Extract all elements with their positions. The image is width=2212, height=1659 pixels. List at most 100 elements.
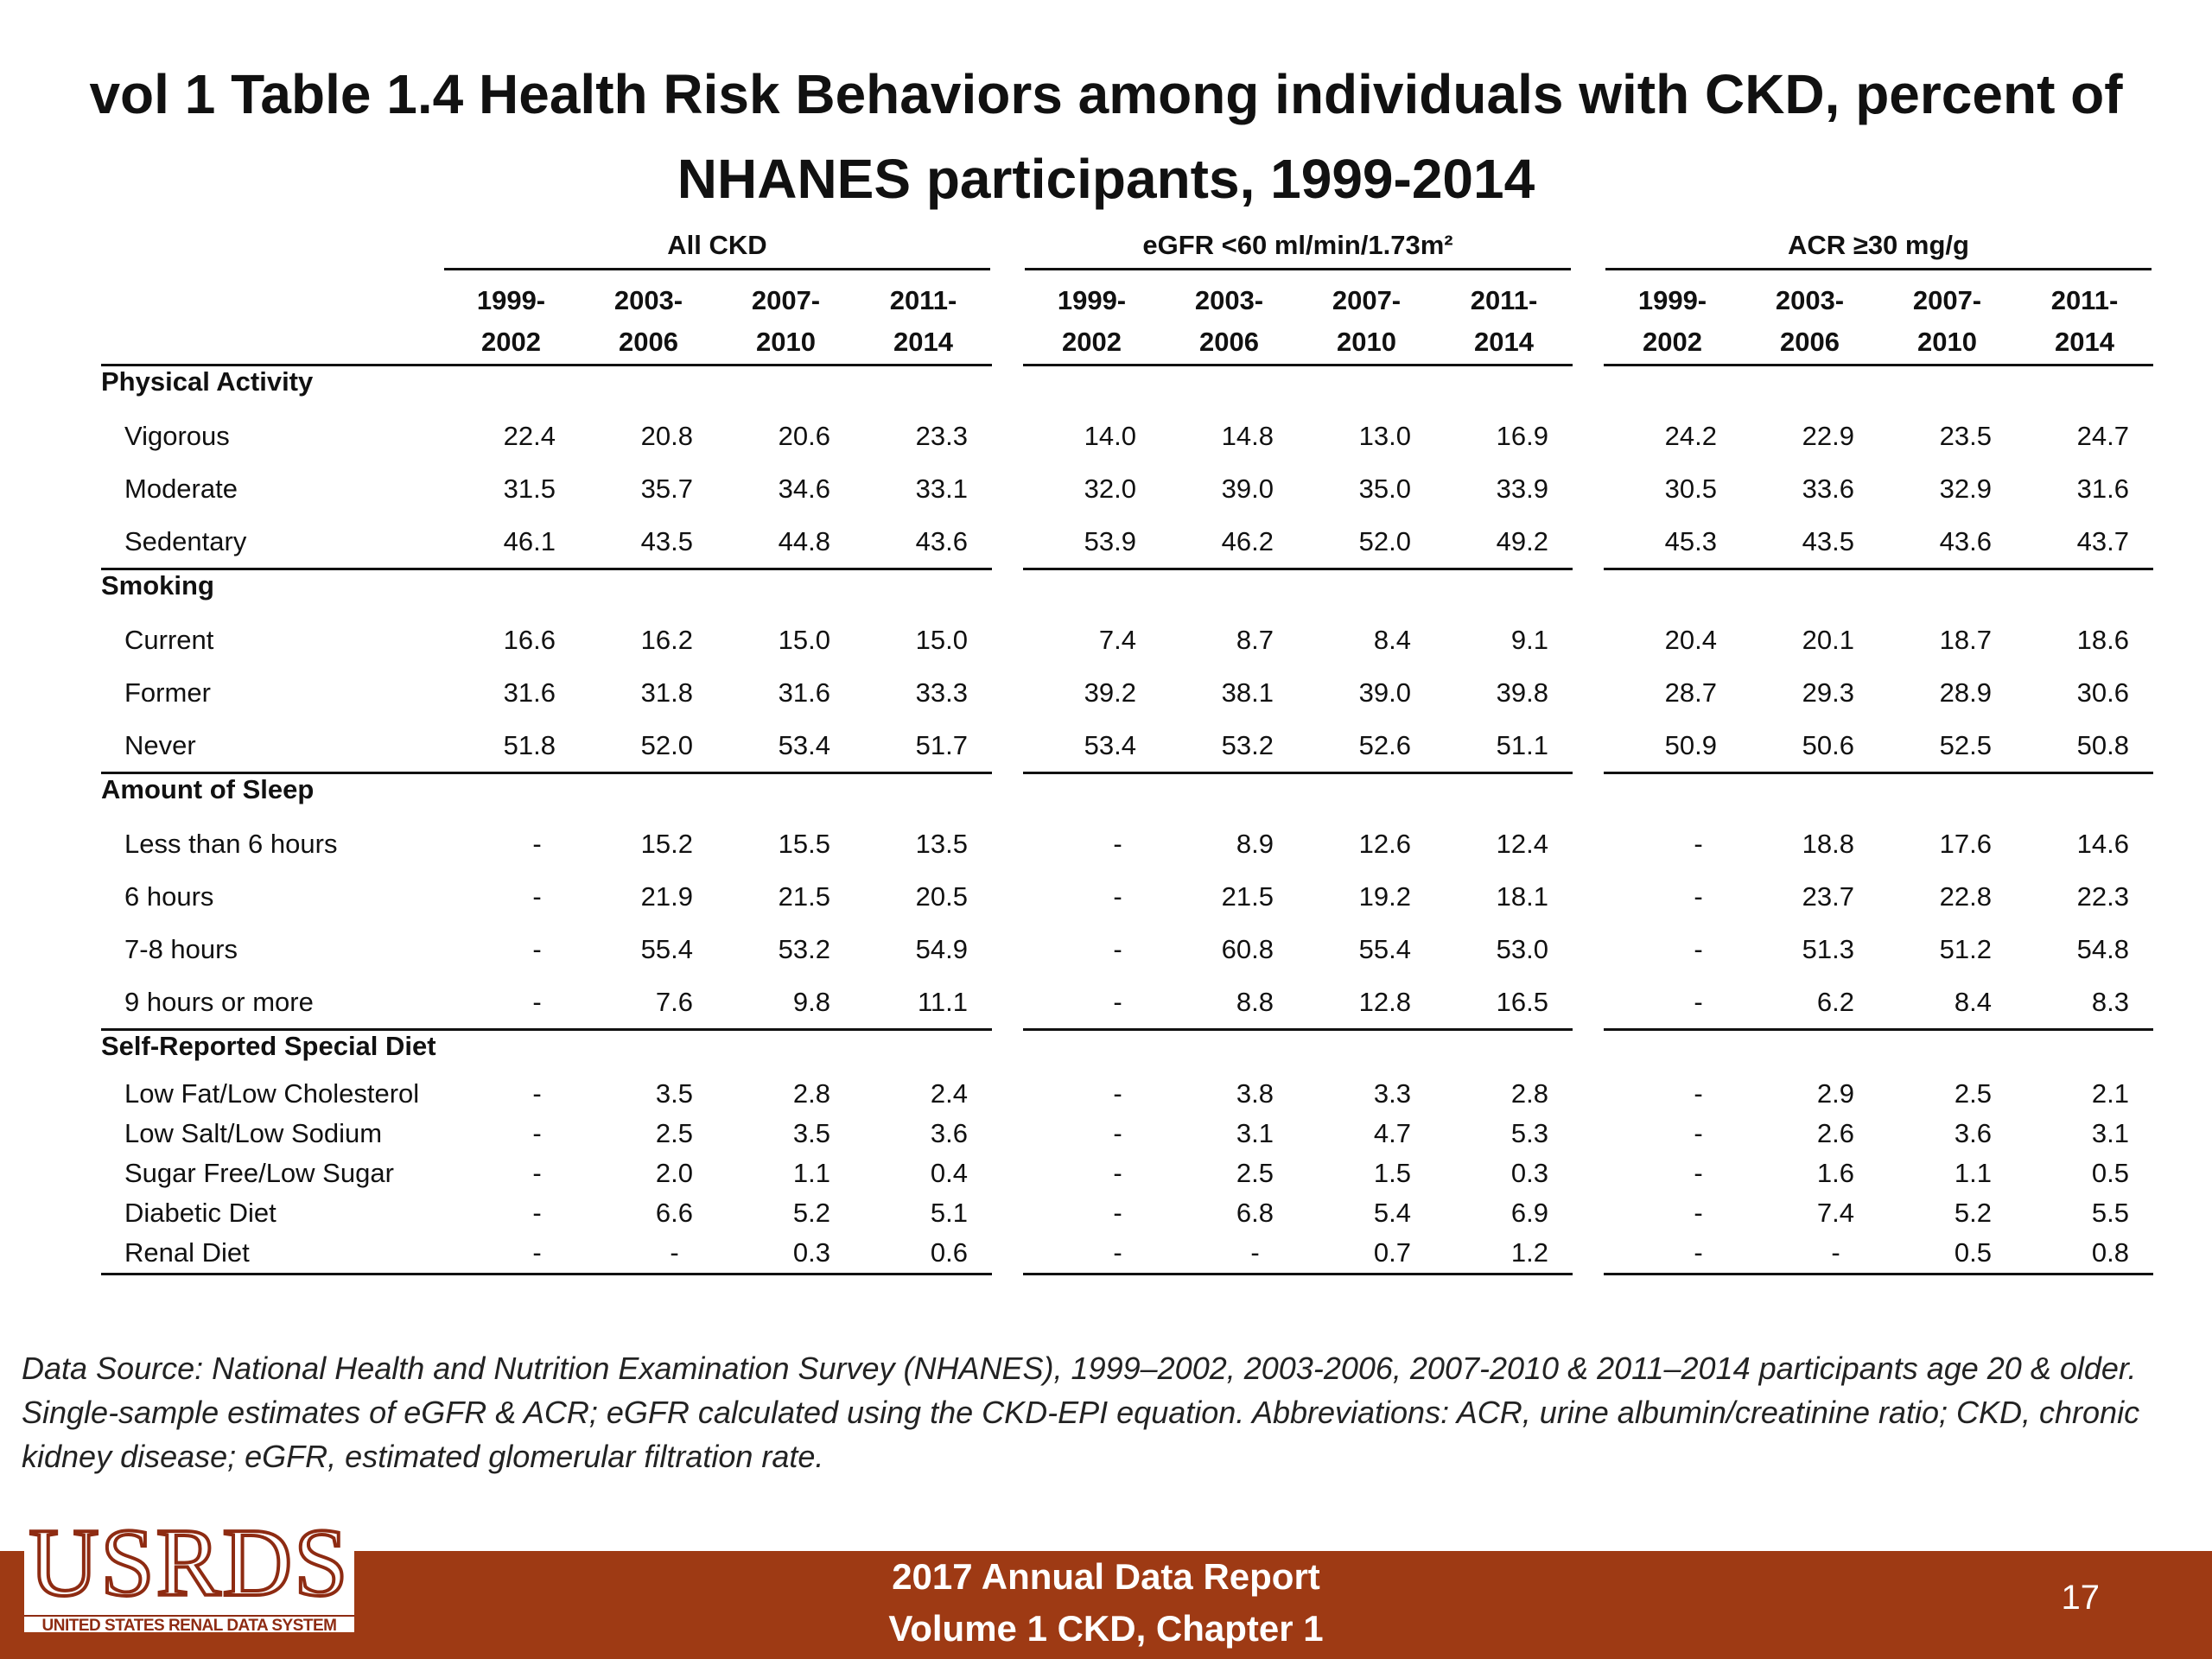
table-cell: 3.8 (1236, 1078, 1274, 1109)
table-cell: 52.5 (1878, 719, 2016, 774)
table-cell: 33.6 (1802, 473, 1854, 504)
table-cell: 2.4 (930, 1078, 968, 1109)
group-gap (1573, 1074, 1604, 1114)
table-cell: 52.0 (1298, 515, 1435, 570)
table-cell: - (1113, 880, 1122, 912)
table-cell: 43.6 (1878, 515, 2016, 570)
table-cell: 18.6 (2076, 624, 2129, 655)
table-cell: 8.7 (1236, 624, 1274, 655)
year-start: 2007- (1912, 285, 1982, 315)
table-cell: - (532, 933, 542, 964)
table-row: Sedentary 46.1 43.5 44.8 43.6 53.9 46.2 52.0 49.… (101, 515, 2153, 570)
table-cell: 30.6 (2076, 677, 2129, 708)
group-gap (1573, 1114, 1604, 1154)
table-cell: 12.8 (1298, 976, 1435, 1031)
table-cell: 2.0 (655, 1158, 693, 1188)
year-start: 1999- (1637, 285, 1707, 315)
table-cell: 7.4 (1098, 624, 1136, 655)
table-cell: 28.7 (1664, 677, 1717, 708)
table-cell: 3.5 (792, 1118, 830, 1148)
table-cell: 11.1 (855, 976, 992, 1031)
table-cell: 55.4 (1358, 933, 1411, 964)
group-gap (1573, 279, 1604, 365)
row-label: Sedentary (101, 515, 442, 570)
table-cell: 14.6 (2076, 828, 2129, 859)
table-cell: 35.7 (640, 473, 693, 504)
group-gap (992, 719, 1023, 773)
table-cell: 1.2 (1435, 1233, 1573, 1275)
table-cell: 5.2 (792, 1198, 830, 1228)
table-cell: 2.9 (1816, 1078, 1854, 1109)
year-end: 2006 (619, 327, 678, 357)
table-cell: 15.5 (778, 828, 830, 859)
table-row: Current 16.6 16.2 15.0 15.0 7.4 8.7 8.4 9.1 20.4 2… (101, 613, 2153, 666)
table-cell: 33.1 (915, 473, 968, 504)
table-cell: 31.8 (640, 677, 693, 708)
table-cell: 51.7 (855, 719, 992, 774)
table-cell: 0.5 (1878, 1233, 2016, 1275)
group-gap (992, 923, 1023, 976)
table-cell: 0.3 (1510, 1158, 1548, 1188)
table-cell: 43.7 (2016, 515, 2153, 570)
section-header-row: Smoking (101, 569, 2153, 614)
table-cell: 3.6 (1954, 1118, 1992, 1148)
group-gap (992, 279, 1023, 365)
section-header-row: Amount of Sleep (101, 773, 2153, 818)
table-cell: 46.1 (442, 515, 580, 570)
table-cell: 8.4 (1373, 624, 1411, 655)
report-line-1: 2017 Annual Data Report (892, 1556, 1320, 1597)
year-end: 2014 (893, 327, 953, 357)
table-row: Low Fat/Low Cholesterol - 3.5 2.8 2.4 - 3.8 3.3… (101, 1074, 2153, 1114)
table-cell: - (1694, 828, 1703, 859)
table-cell: 8.8 (1160, 976, 1298, 1031)
table-cell: 16.5 (1435, 976, 1573, 1031)
table-cell: 53.9 (1023, 515, 1160, 570)
table-cell: 19.2 (1358, 880, 1411, 912)
table-cell: 20.6 (778, 420, 830, 451)
group-gap (992, 1074, 1023, 1114)
table-cell: 5.2 (1954, 1198, 1992, 1228)
report-line-2: Volume 1 CKD, Chapter 1 (888, 1608, 1324, 1649)
table-cell: 60.8 (1221, 933, 1274, 964)
table-cell: 1.1 (1954, 1158, 1992, 1188)
year-header: 1999- 2002 (442, 279, 580, 366)
table-cell: 9.8 (717, 976, 855, 1031)
logo-wordmark: USRDS (27, 1510, 350, 1617)
table-cell: 51.1 (1435, 719, 1573, 774)
row-label: Never (101, 719, 442, 774)
year-header: 1999- 2002 (1604, 279, 1741, 366)
row-label: Moderate (124, 473, 238, 504)
table-cell: 30.5 (1664, 473, 1717, 504)
table-cell: 51.8 (442, 719, 580, 774)
table-cell: 22.4 (503, 420, 556, 451)
table-cell: 54.9 (915, 933, 968, 964)
table-cell: 20.4 (1664, 624, 1717, 655)
row-label: Former (124, 677, 211, 708)
row-label: Diabetic Diet (124, 1198, 276, 1228)
table-cell: 45.3 (1604, 515, 1741, 570)
table-cell: - (1604, 1233, 1741, 1275)
table-cell: - (1741, 1233, 1878, 1275)
table-cell: 21.9 (640, 880, 693, 912)
table-cell: 6.8 (1236, 1198, 1274, 1228)
table-cell: - (1694, 1158, 1703, 1188)
year-end: 2006 (1199, 327, 1259, 357)
table-cell: 50.8 (2016, 719, 2153, 774)
table-cell: 46.2 (1160, 515, 1298, 570)
year-end: 2014 (2055, 327, 2114, 357)
table-cell: 49.2 (1435, 515, 1573, 570)
table-row: 6 hours - 21.9 21.5 20.5 - 21.5 19.2 18.1 - 23.7 22… (101, 870, 2153, 923)
group-gap (1573, 817, 1604, 870)
table-cell: 0.7 (1298, 1233, 1435, 1275)
table-cell: - (1694, 1118, 1703, 1148)
table-cell: 0.6 (855, 1233, 992, 1275)
table-cell: 0.3 (717, 1233, 855, 1275)
year-start: 2003- (1775, 285, 1845, 315)
table-cell: 38.1 (1221, 677, 1274, 708)
section-header-row: Self-Reported Special Diet (101, 1030, 2153, 1075)
year-start: 1999- (476, 285, 546, 315)
table-cell: - (442, 976, 580, 1031)
table-cell: 23.7 (1802, 880, 1854, 912)
row-label: 6 hours (124, 880, 214, 912)
table-cell: 8.4 (1878, 976, 2016, 1031)
